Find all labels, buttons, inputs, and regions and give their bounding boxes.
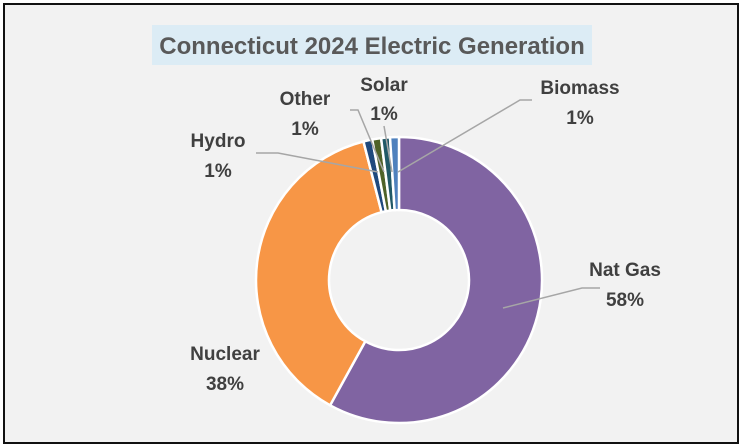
label-value-nuclear: 38% bbox=[206, 374, 244, 395]
label-value-nat-gas: 58% bbox=[606, 290, 644, 311]
label-name-hydro: Hydro bbox=[191, 131, 246, 152]
label-value-biomass: 1% bbox=[566, 108, 594, 129]
slice-nat-gas bbox=[328, 135, 544, 425]
chart-title-background bbox=[152, 25, 592, 65]
label-value-hydro: 1% bbox=[204, 161, 232, 182]
leader-line-solar bbox=[383, 125, 393, 173]
donut-slices bbox=[254, 135, 544, 425]
data-labels: Nat Gas 58% Nuclear 38% Hydro 1% Other 1% Solar 1… bbox=[190, 75, 661, 395]
label-name-solar: Solar bbox=[360, 75, 408, 96]
leader-line-other bbox=[350, 109, 385, 173]
label-name-biomass: Biomass bbox=[540, 78, 619, 99]
label-value-solar: 1% bbox=[370, 104, 398, 125]
slice-nuclear bbox=[254, 139, 384, 408]
leader-lines bbox=[256, 99, 600, 309]
leader-line-hydro bbox=[256, 152, 379, 173]
leader-line-biomass bbox=[397, 99, 532, 173]
label-name-other: Other bbox=[280, 89, 331, 110]
slice-biomass bbox=[388, 135, 401, 212]
label-name-nat-gas: Nat Gas bbox=[589, 260, 661, 281]
label-name-nuclear: Nuclear bbox=[190, 344, 260, 365]
label-value-other: 1% bbox=[291, 119, 319, 140]
chart-title: Connecticut 2024 Electric Generation bbox=[159, 33, 584, 60]
leader-line-nat-gas bbox=[502, 287, 600, 309]
